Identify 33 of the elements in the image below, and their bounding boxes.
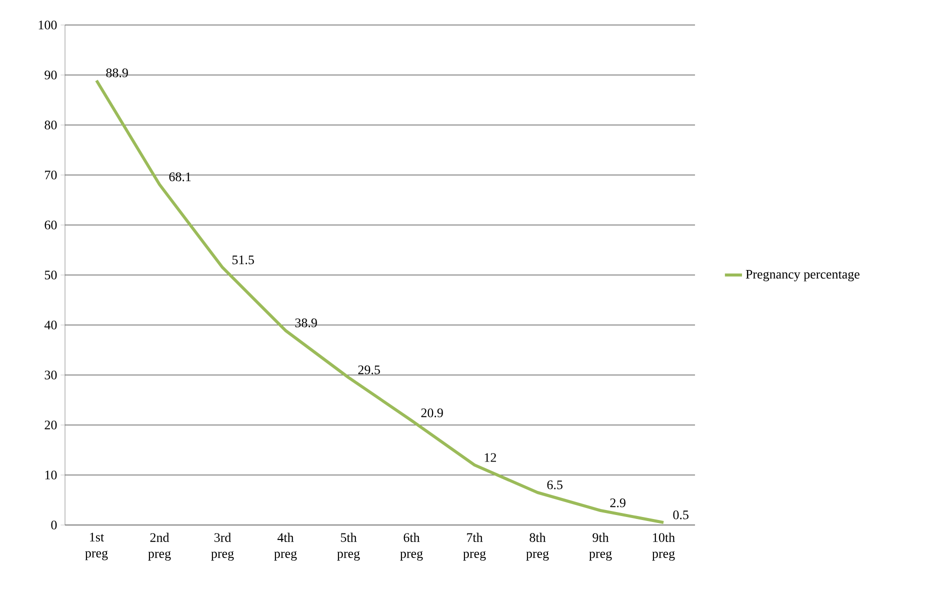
y-tick-label: 60 — [44, 220, 57, 230]
y-tick-label: 40 — [44, 320, 57, 330]
legend-label: Pregnancy percentage — [746, 270, 860, 282]
y-tick-label: 80 — [44, 120, 57, 130]
y-tick-label: 20 — [44, 420, 57, 430]
y-tick-label: 50 — [44, 270, 57, 280]
x-tick-label: 2nd preg — [148, 532, 171, 561]
data-label: 0.5 — [673, 510, 688, 520]
y-tick-label: 100 — [38, 20, 57, 30]
x-tick-label: 8th preg — [526, 532, 549, 561]
x-tick-label: 3rd preg — [211, 532, 234, 561]
y-tick-label: 0 — [51, 520, 57, 530]
x-tick-label: 10th preg — [652, 532, 675, 561]
data-label: 51.5 — [232, 256, 254, 264]
y-tick-label: 90 — [44, 70, 57, 80]
y-tick-label: 30 — [44, 370, 57, 380]
y-tick-label: 10 — [45, 470, 57, 480]
data-label: 2.9 — [610, 498, 626, 508]
x-tick-label: 1st preg — [85, 532, 108, 560]
x-tick-label: 5th preg — [337, 532, 360, 561]
data-label: 88.9 — [106, 68, 128, 78]
x-tick-label: 9th preg — [589, 532, 612, 561]
data-label: 68.1 — [169, 172, 191, 182]
data-label: 6.5 — [547, 480, 562, 490]
line-series — [95, 78, 666, 524]
data-label: 29.5 — [358, 366, 380, 374]
data-label: 20.9 — [421, 408, 443, 418]
x-tick-label: 4th preg — [274, 532, 297, 561]
data-label: 12 — [484, 453, 496, 462]
x-tick-label: 7th preg — [463, 532, 486, 561]
x-tick-label: 6th preg — [400, 532, 423, 561]
y-tick-label: 70 — [45, 170, 57, 180]
data-label: 38.9 — [295, 318, 317, 328]
